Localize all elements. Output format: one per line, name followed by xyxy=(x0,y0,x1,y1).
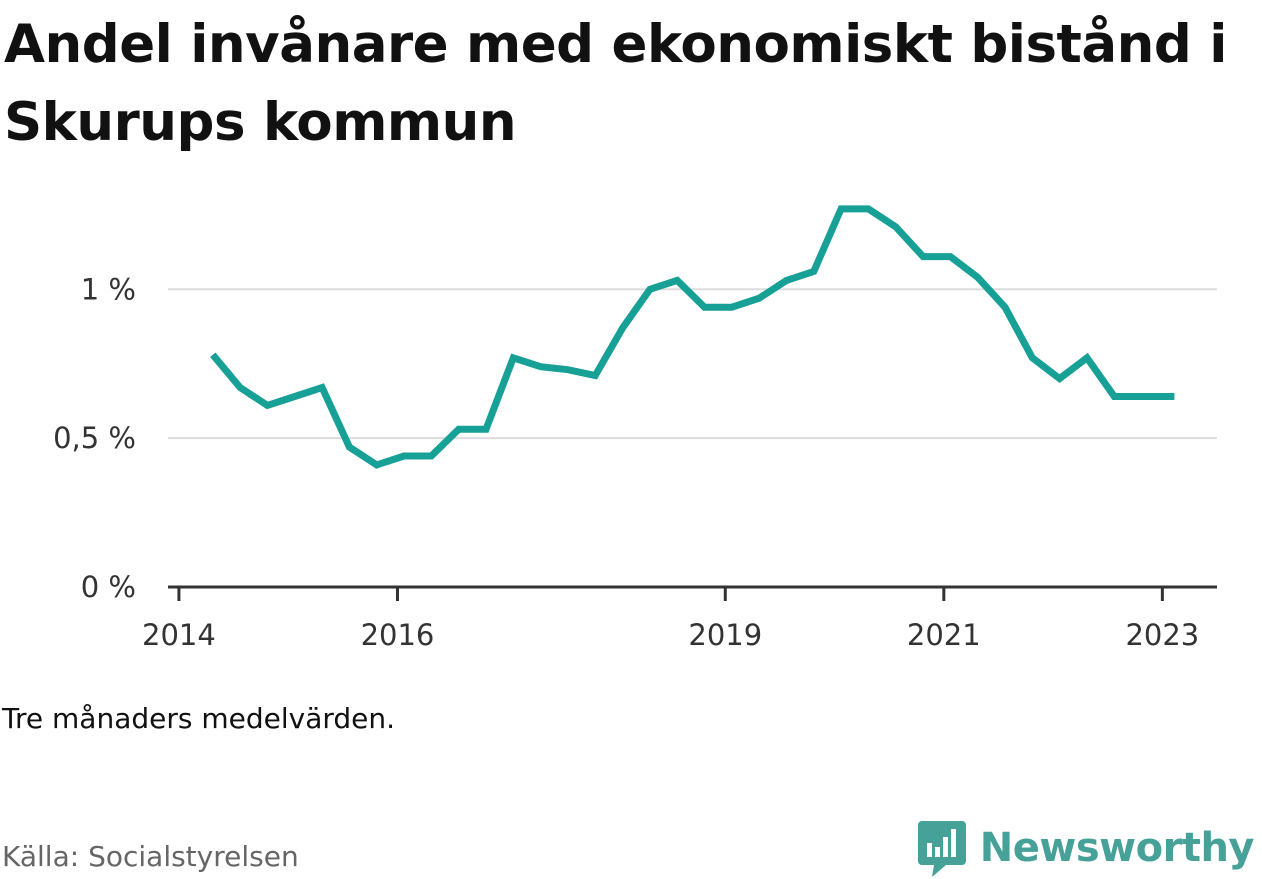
x-tick-label: 2019 xyxy=(688,618,762,652)
x-tick-label: 2023 xyxy=(1125,618,1199,652)
line-chart: 0 % 0,5 % 1 % 2014 2016 2019 2021 2023 xyxy=(53,205,1217,652)
series-layer xyxy=(210,205,1175,469)
x-tick-label: 2021 xyxy=(907,618,981,652)
x-axis-tick-labels: 2014 2016 2019 2021 2023 xyxy=(142,587,1199,652)
y-tick-label: 1 % xyxy=(81,272,136,306)
x-tick-label: 2014 xyxy=(142,618,216,652)
chart-note: Tre månaders medelvärden. xyxy=(2,702,396,735)
brand-logo[interactable]: Newsworthy xyxy=(917,818,1255,878)
y-tick-label: 0,5 % xyxy=(53,421,136,455)
series-line xyxy=(210,205,1175,469)
bar-chart-speech-bubble-icon xyxy=(917,821,966,877)
brand-name: Newsworthy xyxy=(979,825,1255,871)
chart-title: Andel invånare med ekonomiskt bistånd i … xyxy=(4,14,1227,153)
grid-lines xyxy=(168,288,1217,440)
x-tick-label: 2016 xyxy=(361,618,435,652)
y-tick-label: 0 % xyxy=(81,570,136,604)
y-axis-tick-labels: 0 % 0,5 % 1 % xyxy=(53,272,136,604)
source-credit: Källa: Socialstyrelsen xyxy=(2,840,299,873)
